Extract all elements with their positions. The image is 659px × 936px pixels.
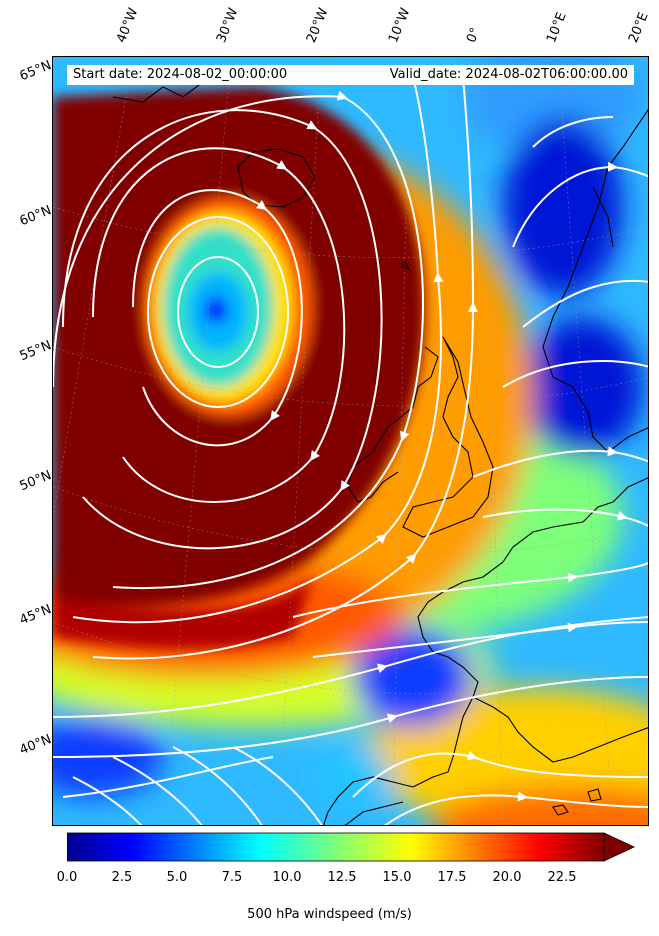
colorbar-tick: 2.5 bbox=[111, 870, 133, 885]
colorbar-label: 500 hPa windspeed (m/s) bbox=[247, 907, 412, 922]
start-date-label: Start date: 2024-08-02_00:00:00 bbox=[73, 67, 288, 82]
colorbar-tick: 20.0 bbox=[492, 870, 522, 885]
lat-label-60n: 60°N bbox=[17, 203, 54, 230]
colorbar-tick: 10.0 bbox=[272, 870, 302, 885]
lat-label-50n: 50°N bbox=[17, 468, 54, 495]
colorbar-tick: 12.5 bbox=[327, 870, 357, 885]
lon-label-10e: 10°E bbox=[544, 10, 570, 45]
colorbar-tick: 17.5 bbox=[437, 870, 467, 885]
lon-label-40w: 40°W bbox=[114, 6, 142, 45]
title-box: Start date: 2024-08-02_00:00:00 Valid_da… bbox=[67, 65, 634, 85]
lon-label-10w: 10°W bbox=[386, 6, 414, 45]
lat-label-40n: 40°N bbox=[17, 732, 54, 759]
lon-label-20w: 20°W bbox=[304, 6, 332, 45]
colorbar-tick: 22.5 bbox=[547, 870, 577, 885]
lon-label-20e: 20°E bbox=[626, 10, 652, 45]
windspeed-map bbox=[52, 56, 649, 826]
lat-label-65n: 65°N bbox=[17, 58, 54, 85]
streamlines bbox=[53, 76, 648, 825]
lon-label-30w: 30°W bbox=[214, 6, 242, 45]
colorbar-tick: 15.0 bbox=[382, 870, 412, 885]
lat-label-55n: 55°N bbox=[17, 338, 54, 365]
colorbar-extend-arrow bbox=[603, 832, 635, 862]
lon-label-0: 0° bbox=[464, 25, 484, 45]
windspeed-colorbar bbox=[67, 832, 635, 862]
colorbar-tick: 5.0 bbox=[166, 870, 188, 885]
colorbar-tick: 7.5 bbox=[221, 870, 243, 885]
colorbar-gradient bbox=[67, 832, 605, 862]
colorbar-tick: 0.0 bbox=[56, 870, 78, 885]
lat-label-45n: 45°N bbox=[17, 602, 54, 629]
map-canvas bbox=[53, 57, 648, 825]
valid-date-label: Valid_date: 2024-08-02T06:00:00.00 bbox=[389, 67, 628, 82]
